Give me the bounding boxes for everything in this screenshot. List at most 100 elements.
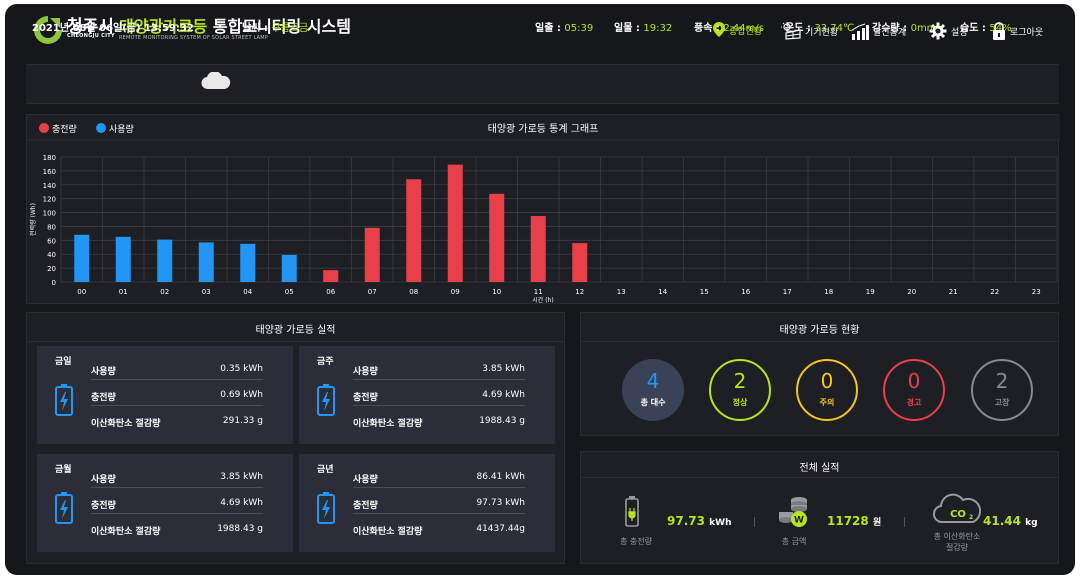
current-datetime: 2021년 08월 06일(금) 13:59:32 xyxy=(32,23,194,34)
status-caution[interactable]: 0 주의 xyxy=(796,359,858,421)
status-total[interactable]: 4 총 대수 xyxy=(622,359,684,421)
nav-label: 발전통계 xyxy=(873,27,907,38)
total-co2-label: 총 이산화탄소 절감량 xyxy=(933,532,981,552)
x-tick-label: 03 xyxy=(202,288,211,296)
bar-사용량 xyxy=(115,236,131,282)
card-year: 금년 사용량 86.41 kWh 충전량 97.73 kWh 이산화탄소 절감량 41437… xyxy=(299,454,555,552)
battery-charging-icon xyxy=(55,384,73,416)
page-title: 태양광가로등 통합모니터링 시스템 xyxy=(119,13,351,37)
nav-devices[interactable]: 기기현황 xyxy=(781,22,838,40)
totals-title: 전체 실적 xyxy=(799,463,840,474)
legend-label: 사용량 xyxy=(109,123,134,135)
metric-row: 충전량 0.69 kWh xyxy=(91,386,263,406)
status-count: 0 xyxy=(907,368,921,393)
metric-value: 0.69 kWh xyxy=(220,390,263,400)
nav-settings[interactable]: 설정 xyxy=(929,22,968,40)
metric-row: 사용량 3.85 kWh xyxy=(91,468,263,488)
status-title: 태양광 가로등 현황 xyxy=(779,325,860,336)
status-count: 2 xyxy=(733,368,747,393)
metric-label: 이산화탄소 절감량 xyxy=(353,527,423,537)
metric-label: 충전량 xyxy=(353,501,378,511)
metric-row: 이산화탄소 절감량 1988.43 g xyxy=(353,412,525,432)
battery-charging-icon xyxy=(317,384,335,416)
x-tick-label: 00 xyxy=(77,288,86,296)
metric-value: 3.85 kWh xyxy=(482,364,525,374)
y-tick-label: 140 xyxy=(43,182,56,190)
status-count: 2 xyxy=(995,368,1009,393)
metric-row: 이산화탄소 절감량 291.33 g xyxy=(91,412,263,432)
legend-label: 충전량 xyxy=(52,123,77,135)
x-tick-label: 16 xyxy=(741,288,750,296)
x-tick-label: 11 xyxy=(534,288,543,296)
metric-value: 4.69 kWh xyxy=(220,498,263,508)
x-tick-label: 01 xyxy=(119,288,128,296)
wind-speed: 풍속 : 2.44m/s xyxy=(694,23,764,34)
card-period: 금일 xyxy=(55,357,72,367)
nav-logout[interactable]: 로그아웃 xyxy=(992,22,1043,40)
coins-icon: W xyxy=(779,497,807,527)
nav-label: 종합현황 xyxy=(729,26,763,37)
y-tick-label: 160 xyxy=(43,168,56,176)
svg-text:2: 2 xyxy=(969,514,973,521)
bar-충전량 xyxy=(323,270,339,282)
card-period: 금월 xyxy=(55,465,72,475)
total-amount-label: 총 금액 xyxy=(781,537,807,546)
metric-value: 1988.43 g xyxy=(479,416,525,426)
chart-header xyxy=(27,115,1060,140)
total-amount-value: 11728 원 xyxy=(827,514,882,528)
page-subtitle: REMOTE MONITORING SYSTEM OF SOLAR STREET… xyxy=(119,35,269,41)
battery-charging-icon xyxy=(55,492,73,524)
x-tick-label: 07 xyxy=(368,288,377,296)
metric-label: 충전량 xyxy=(91,501,116,511)
status-normal[interactable]: 2 정상 xyxy=(709,359,771,421)
sunset: 일몰 : 19:32 xyxy=(614,23,673,34)
card-period: 금주 xyxy=(317,357,334,367)
total-charge-value: 97.73 kWh xyxy=(667,514,732,528)
bar-사용량 xyxy=(281,254,297,282)
metric-label: 충전량 xyxy=(91,393,116,403)
status-warning[interactable]: 0 경고 xyxy=(883,359,945,421)
bar-충전량 xyxy=(447,164,463,282)
x-tick-label: 04 xyxy=(243,288,252,296)
performance-title: 태양광 가로등 실적 xyxy=(255,325,336,336)
svg-text:CO: CO xyxy=(950,509,966,520)
metric-row: 사용량 0.35 kWh xyxy=(91,360,263,380)
bar-chart-icon xyxy=(851,23,869,40)
nav-label: 기기현황 xyxy=(805,27,839,38)
bar-사용량 xyxy=(198,242,214,282)
metric-row: 충전량 4.69 kWh xyxy=(353,386,525,406)
city-name-en: CHEONGJU CITY xyxy=(67,33,115,39)
status-label: 고장 xyxy=(994,397,1010,407)
metric-value: 1988.43 g xyxy=(217,524,263,534)
x-tick-label: 22 xyxy=(990,288,999,296)
metric-label: 사용량 xyxy=(353,367,378,377)
nav-statistics[interactable]: 발전통계 xyxy=(851,22,906,40)
x-tick-label: 10 xyxy=(492,288,501,296)
x-tick-label: 13 xyxy=(617,288,626,296)
cloud-icon xyxy=(201,72,231,90)
status-label: 주의 xyxy=(819,397,835,407)
metric-label: 사용량 xyxy=(91,475,116,485)
x-tick-label: 15 xyxy=(700,288,709,296)
y-tick-label: 40 xyxy=(47,251,56,259)
y-tick-label: 0 xyxy=(52,279,56,287)
x-tick-label: 21 xyxy=(949,288,958,296)
y-tick-label: 20 xyxy=(47,265,56,273)
status-fault[interactable]: 2 고장 xyxy=(971,359,1033,421)
nav-overview[interactable]: 종합현황 xyxy=(713,22,762,38)
status-label: 정상 xyxy=(732,397,748,407)
bar-충전량 xyxy=(406,179,422,282)
bar-사용량 xyxy=(157,239,173,282)
x-tick-label: 02 xyxy=(160,288,169,296)
bar-충전량 xyxy=(530,216,546,282)
metric-label: 이산화탄소 절감량 xyxy=(353,419,423,429)
bar-사용량 xyxy=(240,243,256,282)
metric-value: 291.33 g xyxy=(222,416,263,426)
nav-label: 설정 xyxy=(951,27,968,38)
sunrise: 일출 : 05:39 xyxy=(535,23,594,34)
card-period: 금년 xyxy=(317,465,334,475)
y-tick-label: 100 xyxy=(43,210,56,218)
status-label: 총 대수 xyxy=(640,398,666,407)
